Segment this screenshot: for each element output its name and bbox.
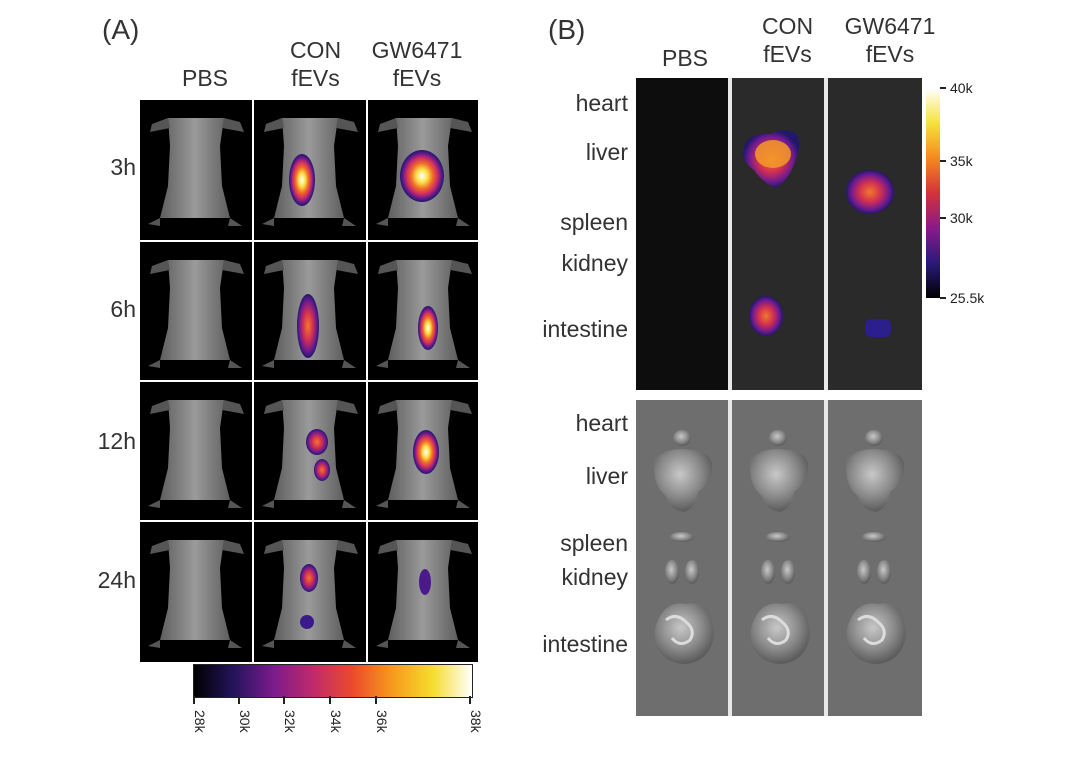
- cell-6h-gw: [376, 260, 472, 368]
- panel-a-colorbar: [193, 664, 473, 698]
- fluor-label-intestine: intestine: [542, 316, 628, 342]
- photo-label-intestine: intestine: [542, 631, 628, 657]
- gw-intestine-signal: [865, 319, 891, 337]
- photo-label-liver: liver: [585, 463, 628, 489]
- photo-label-heart: heart: [575, 410, 628, 436]
- panel-b-label: (B): [548, 14, 586, 45]
- mouse-image-grid: [140, 100, 478, 662]
- fluor-label-liver: liver: [585, 139, 628, 165]
- row-label-3h: 3h: [110, 154, 136, 180]
- cbar-b-tick-35k: 35k: [950, 153, 973, 169]
- photo-label-spleen: spleen: [560, 530, 628, 556]
- cell-12h-gw: [376, 400, 472, 508]
- cbar-a-tick-38k: 38k: [468, 710, 484, 733]
- cell-6h-con: [262, 260, 358, 368]
- panel-a-col-pbs: PBS: [181, 65, 229, 91]
- panel-b-col-gw6471: GW6471 fEVs: [844, 13, 936, 67]
- cell-3h-con: [262, 118, 358, 226]
- cbar-a-tick-36k: 36k: [374, 710, 390, 733]
- cell-24h-con: [262, 540, 358, 648]
- photo-label-kidney: kidney: [561, 564, 628, 590]
- cbar-a-tick-28k: 28k: [192, 710, 208, 733]
- panel-b-col-con: CON fEVs: [761, 13, 814, 67]
- cbar-a-tick-30k: 30k: [237, 710, 253, 733]
- con-intestine-signal: [749, 296, 783, 336]
- panel-a-colorbar-ticks: [193, 696, 471, 704]
- panel-a-label: (A): [102, 14, 140, 45]
- row-label-6h: 6h: [110, 296, 136, 322]
- row-label-12h: 12h: [97, 428, 136, 454]
- cbar-a-tick-34k: 34k: [328, 710, 344, 733]
- gw-liver-signal: [846, 170, 894, 214]
- cell-3h-gw: [376, 118, 472, 226]
- cell-24h-gw: [376, 540, 472, 648]
- fluor-label-kidney: kidney: [561, 250, 628, 276]
- panel-b-colorbar: [926, 88, 940, 298]
- panel-b-colorbar-ticks: [940, 87, 946, 299]
- cbar-b-tick-40k: 40k: [950, 80, 973, 96]
- cbar-b-tick-30k: 30k: [950, 210, 973, 226]
- cbar-a-tick-32k: 32k: [282, 710, 298, 733]
- row-label-24h: 24h: [97, 567, 136, 593]
- panel-b-col-pbs: PBS: [661, 45, 709, 71]
- fluor-label-heart: heart: [575, 90, 628, 116]
- organ-photo-image: [636, 400, 922, 716]
- cell-12h-con: [262, 400, 358, 508]
- organ-fluorescence-image: [636, 78, 922, 390]
- fluor-label-spleen: spleen: [560, 209, 628, 235]
- cbar-b-tick-25-5k: 25.5k: [950, 290, 985, 306]
- panel-a-col-con: CON fEVs: [289, 37, 342, 91]
- panel-a-col-gw6471: GW6471 fEVs: [371, 37, 463, 91]
